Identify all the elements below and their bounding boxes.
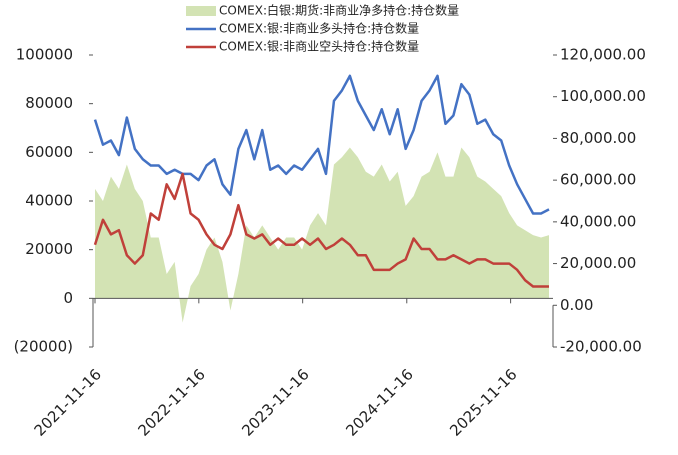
y-tick-label: 80000 bbox=[25, 94, 73, 112]
y-tick-label: 0 bbox=[63, 289, 73, 307]
x-tick-label: 2024-11-16 bbox=[342, 365, 416, 439]
line bbox=[93, 172, 550, 288]
y-tick-label: 40000 bbox=[25, 192, 73, 210]
y2-tick-label: 40,000.00 bbox=[560, 212, 636, 230]
y-tick-label: (20000) bbox=[14, 338, 73, 356]
line bbox=[93, 74, 550, 215]
x-tick-label: 2022-11-16 bbox=[134, 365, 208, 439]
x-tick-label: 2023-11-16 bbox=[238, 365, 312, 439]
legend-label: COMEX:银:非商业多头持仓:持仓数量 bbox=[219, 21, 419, 36]
legend-label: COMEX:白银:期货:非商业净多持仓:持仓数量 bbox=[219, 3, 459, 18]
x-tick-label: 2021-11-16 bbox=[31, 365, 105, 439]
y-tick-label: 100000 bbox=[16, 46, 73, 64]
y2-tick-label: 80,000.00 bbox=[560, 129, 636, 147]
y2-tick-label: 60,000.00 bbox=[560, 171, 636, 189]
y2-tick-label: 100,000.00 bbox=[560, 87, 646, 105]
y2-tick-label: 0.00 bbox=[560, 296, 593, 314]
y-tick-label: 20000 bbox=[25, 240, 73, 258]
legend: COMEX:白银:期货:非商业净多持仓:持仓数量 COMEX:银:非商业多头持仓:… bbox=[186, 3, 459, 54]
y2-tick-label: -20,000.00 bbox=[560, 338, 642, 356]
legend-swatch bbox=[186, 6, 216, 16]
x-tick-label: 2025-11-16 bbox=[446, 365, 520, 439]
y-tick-label: 60000 bbox=[25, 143, 73, 161]
area bbox=[95, 147, 550, 323]
y2-tick-label: 120,000.00 bbox=[560, 46, 646, 64]
legend-label: COMEX:银:非商业空头持仓:持仓数量 bbox=[219, 39, 419, 54]
y2-tick-label: 20,000.00 bbox=[560, 254, 636, 272]
